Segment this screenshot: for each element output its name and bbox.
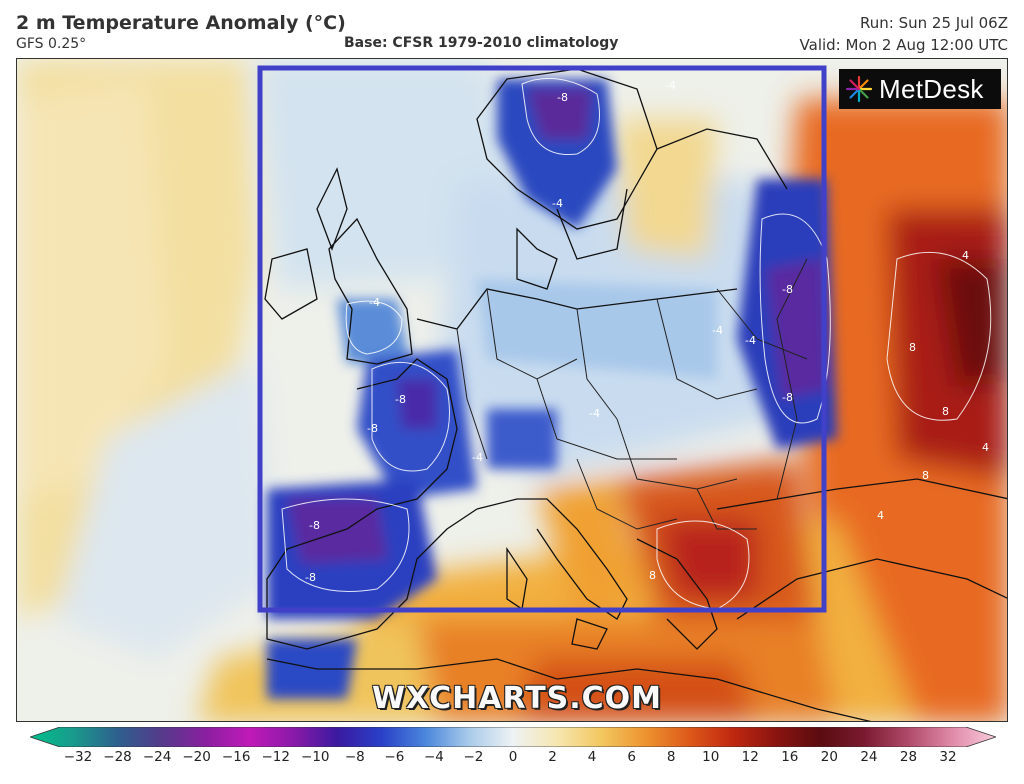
contour-label: -8: [309, 519, 320, 532]
contour-label: 4: [962, 249, 969, 262]
colorbar-tick-label: −4: [423, 749, 444, 765]
contour-label: -8: [557, 91, 568, 104]
contour-label: -4: [552, 197, 563, 210]
contour-label: 8: [942, 405, 949, 418]
country-borders: [456, 258, 808, 530]
highlight-box: [257, 65, 827, 613]
run-time-label: Run: Sun 25 Jul 06Z: [860, 14, 1008, 32]
colorbar-tick-label: 28: [899, 749, 918, 765]
colorbar-tick-label: 0: [508, 749, 518, 765]
contour-label-group: -8 -8 -8 -8 -8 -8 -8 -4 -4 -4 -4 -4 -4 -…: [305, 79, 989, 584]
colorbar-tick-label: 32: [939, 749, 957, 765]
anomaly-contours: [281, 77, 992, 610]
colorbar-tick-label: 12: [741, 749, 759, 765]
contour-label: -4: [745, 334, 756, 347]
colorbar-tick-label: 10: [702, 749, 720, 765]
chart-title: 2 m Temperature Anomaly (°C): [16, 12, 346, 34]
colorbar-tick-label: 20: [820, 749, 838, 765]
contour-label: 8: [922, 469, 929, 482]
colorbar-tick-label: −20: [182, 749, 211, 765]
colorbar-tick-label: 16: [781, 749, 799, 765]
colorbar-tick-label: −2: [463, 749, 484, 765]
contour-label: -4: [472, 451, 483, 464]
colorbar-tick-label: 4: [587, 749, 597, 765]
model-label: GFS 0.25°: [16, 36, 87, 52]
contour-label: -4: [665, 79, 676, 92]
colorbar-tick-label: −24: [142, 749, 172, 765]
contour-label: 8: [909, 341, 916, 354]
contour-label: 4: [877, 509, 884, 522]
contour-label: -8: [395, 393, 406, 406]
colorbar-tick-label: −6: [384, 749, 405, 765]
coastlines: [264, 68, 1007, 721]
metdesk-logo-text: MetDesk: [879, 73, 984, 104]
metdesk-logo: MetDesk: [839, 69, 1001, 109]
colorbar-tick-label: 8: [666, 749, 676, 765]
colorbar-tick-label: −32: [63, 749, 93, 765]
colorbar-tick-label: −10: [301, 749, 330, 765]
metdesk-starburst-icon: [845, 75, 873, 103]
colorbar-tick-label: −8: [344, 749, 365, 765]
anomaly-field: [17, 59, 1007, 721]
colorbar-tick-label: −28: [103, 749, 132, 765]
colorbar-tick-label: −12: [261, 749, 290, 765]
contour-label: -8: [305, 571, 316, 584]
contour-label: -8: [367, 422, 378, 435]
wxcharts-watermark: WXCHARTS.COM: [371, 681, 663, 716]
colorbar-tick-label: 2: [548, 749, 557, 765]
colorbar-tick-label: −16: [221, 749, 251, 765]
anomaly-map[interactable]: -8 -8 -8 -8 -8 -8 -8 -4 -4 -4 -4 -4 -4 -…: [16, 58, 1008, 722]
contour-label: -4: [589, 407, 600, 420]
colorbar-tick-label: 24: [860, 749, 878, 765]
map-canvas: -8 -8 -8 -8 -8 -8 -8 -4 -4 -4 -4 -4 -4 -…: [17, 59, 1007, 721]
colorbar-tick-label: 6: [627, 749, 636, 765]
contour-label: -8: [782, 391, 793, 404]
contour-label: -4: [712, 324, 723, 337]
colorbar: [30, 727, 996, 747]
colorbar-gradient: [30, 727, 996, 747]
cold-anomaly-cores: [267, 79, 837, 699]
contour-label: 8: [649, 569, 656, 582]
contour-label: -8: [782, 283, 793, 296]
valid-time-label: Valid: Mon 2 Aug 12:00 UTC: [799, 36, 1008, 54]
contour-label: 4: [982, 441, 989, 454]
contour-label: -4: [369, 296, 380, 309]
climatology-base-label: Base: CFSR 1979-2010 climatology: [344, 35, 619, 51]
